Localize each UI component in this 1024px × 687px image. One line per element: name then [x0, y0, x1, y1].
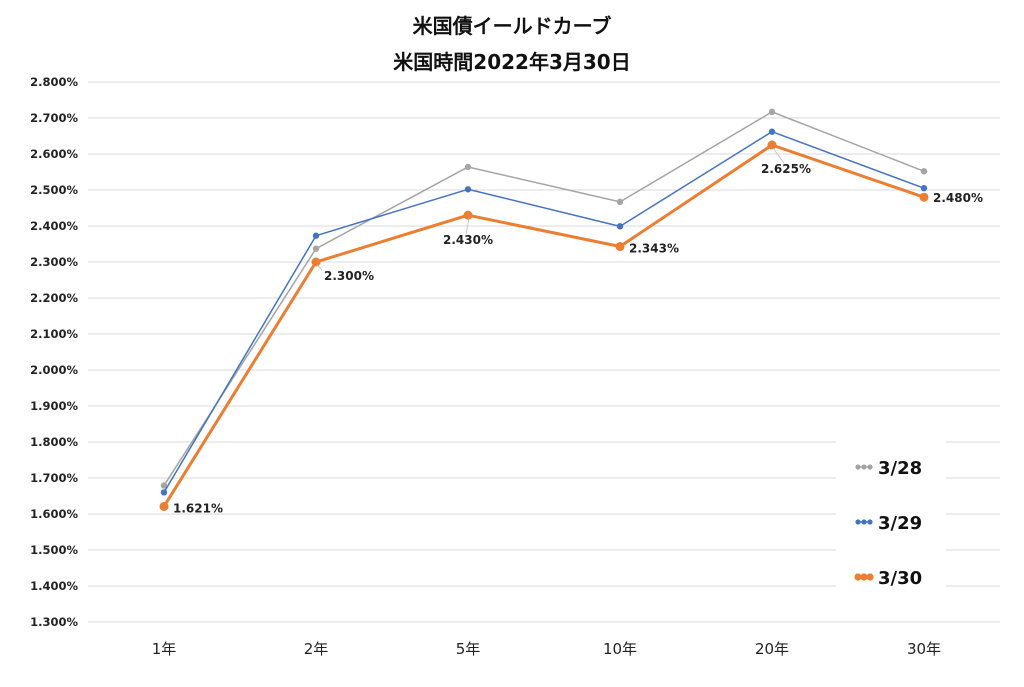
y-axis-ticks: 1.300% 1.400% 1.500% 1.600% 1.700% 1.800% 1.90…	[30, 75, 78, 629]
y-tick-label: 2.600%	[30, 147, 78, 161]
data-point	[767, 140, 777, 150]
y-tick-label: 1.700%	[30, 471, 78, 485]
series-line	[163, 111, 925, 486]
legend-marker	[854, 573, 862, 581]
legend-marker	[855, 464, 861, 470]
data-point	[160, 482, 168, 489]
x-tick-label: 2年	[304, 640, 329, 658]
data-labels: 1.621% 2.300% 2.430% 2.343% 2.625% 2.480%	[173, 147, 983, 515]
y-tick-label: 2.700%	[30, 111, 78, 125]
x-axis-ticks: 1年 2年 5年 10年 20年 30年	[152, 640, 941, 658]
legend-label: 3/30	[878, 568, 922, 589]
data-point	[464, 163, 472, 171]
y-tick-label: 2.400%	[30, 219, 78, 233]
x-tick-label: 1年	[152, 640, 177, 658]
data-label: 1.621%	[173, 501, 223, 515]
label-leader-line	[465, 218, 470, 235]
legend-marker	[866, 573, 874, 581]
legend-box	[836, 440, 946, 600]
data-label: 2.430%	[443, 233, 493, 247]
data-point	[768, 108, 776, 116]
data-point	[160, 489, 168, 496]
y-tick-label: 2.500%	[30, 183, 78, 197]
data-point	[615, 242, 625, 252]
data-label: 2.480%	[933, 191, 983, 205]
y-tick-label: 2.300%	[30, 255, 78, 269]
x-tick-label: 30年	[907, 640, 941, 658]
y-tick-label: 1.600%	[30, 507, 78, 521]
x-tick-label: 5年	[456, 640, 481, 658]
series-line	[162, 143, 925, 508]
data-point	[312, 245, 320, 252]
legend-label: 3/28	[878, 458, 922, 479]
data-point	[311, 257, 321, 267]
x-tick-label: 20年	[755, 640, 789, 658]
y-tick-label: 2.800%	[30, 75, 78, 89]
x-tick-label: 10年	[603, 640, 637, 658]
legend-marker	[867, 519, 873, 525]
gridlines	[88, 81, 1000, 623]
series-line	[163, 130, 925, 493]
legend-marker	[861, 519, 867, 525]
legend-marker	[861, 464, 867, 470]
series-lines	[159, 108, 929, 511]
y-tick-label: 2.100%	[30, 327, 78, 341]
chart-subtitle: 米国時間2022年3月30日	[393, 50, 631, 74]
data-point	[768, 128, 776, 135]
legend: 3/28 3/29 3/30	[836, 440, 946, 600]
data-point	[919, 192, 929, 202]
y-tick-label: 1.800%	[30, 435, 78, 449]
y-tick-label: 1.900%	[30, 399, 78, 413]
y-tick-label: 2.200%	[30, 291, 78, 305]
legend-label: 3/29	[878, 513, 922, 534]
y-tick-label: 1.300%	[30, 615, 78, 629]
y-tick-label: 2.000%	[30, 363, 78, 377]
data-label: 2.343%	[629, 242, 679, 256]
data-label: 2.625%	[761, 162, 811, 176]
data-point	[464, 186, 472, 193]
chart-title: 米国債イールドカーブ	[412, 14, 612, 38]
label-leader-line	[772, 147, 785, 164]
data-point	[463, 210, 473, 220]
label-leader-line	[316, 264, 323, 271]
legend-marker	[860, 573, 868, 581]
data-point	[159, 501, 169, 511]
legend-marker	[855, 519, 861, 525]
data-point	[920, 185, 928, 192]
data-point	[312, 232, 320, 239]
y-tick-label: 1.400%	[30, 579, 78, 593]
data-point	[616, 223, 624, 230]
data-label: 2.300%	[324, 269, 374, 283]
legend-marker	[867, 464, 873, 470]
data-point	[920, 168, 928, 175]
y-tick-label: 1.500%	[30, 543, 78, 557]
data-point	[616, 198, 624, 206]
